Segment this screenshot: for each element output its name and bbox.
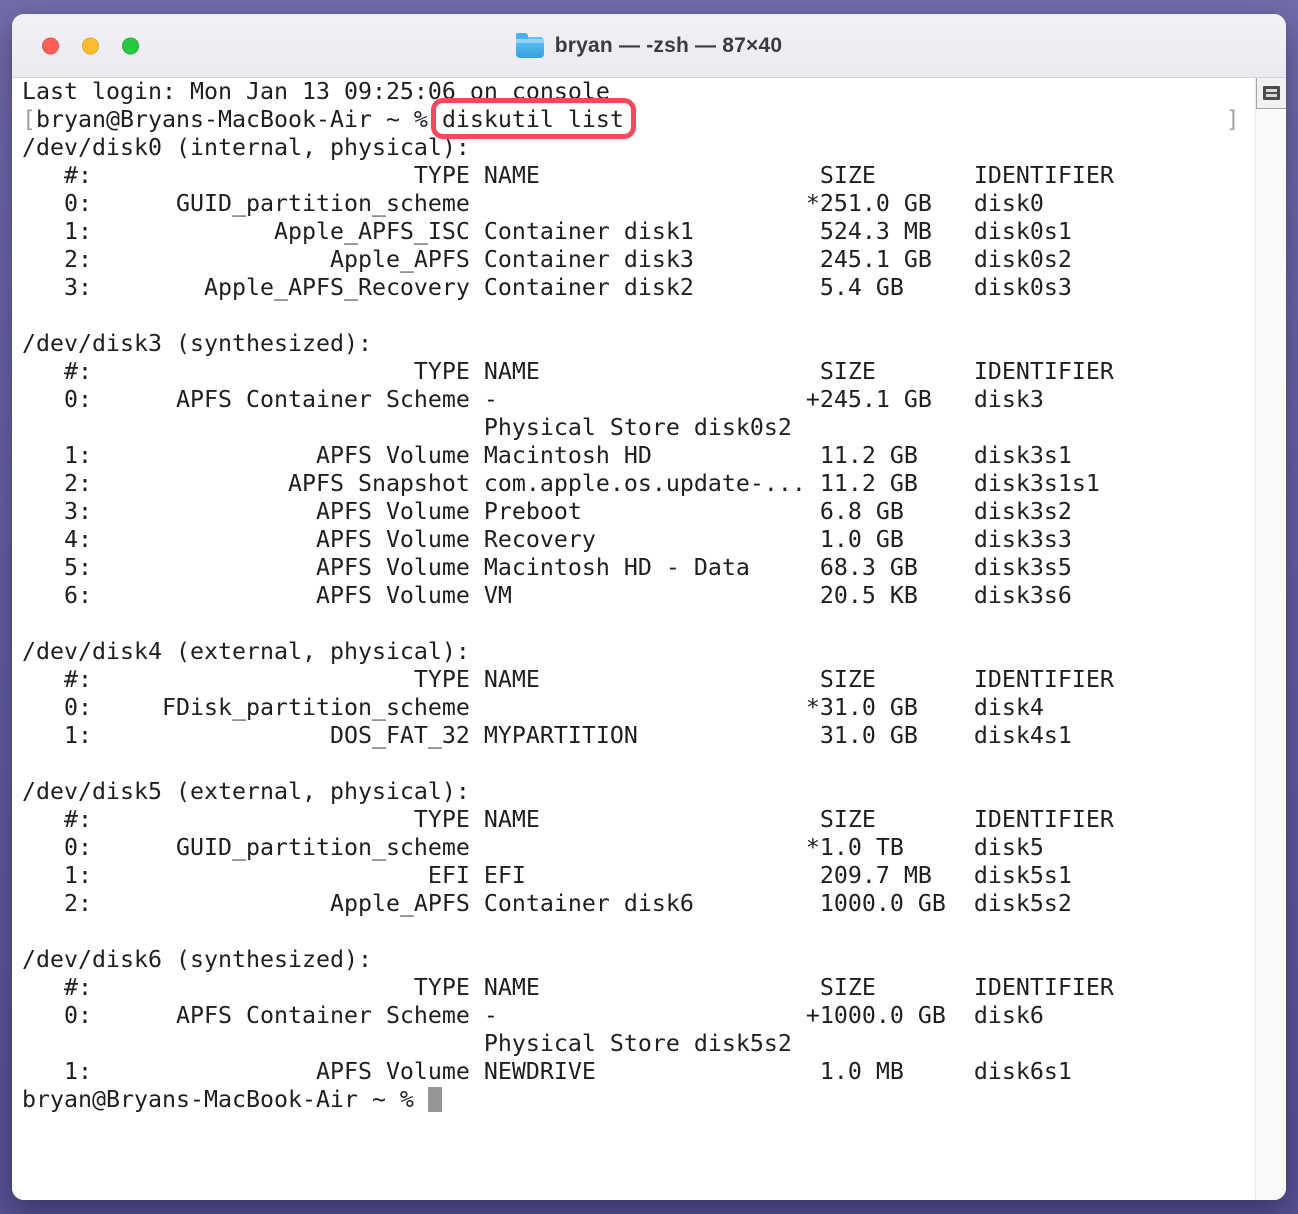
command-text: diskutil list [441,106,624,133]
split-pane-button[interactable] [1256,78,1286,109]
diskutil-output: /dev/disk0 (internal, physical): #: TYPE… [22,134,1114,1085]
title-group: bryan — -zsh — 87×40 [515,32,783,58]
terminal-content: Last login: Mon Jan 13 09:25:06 on conso… [12,78,1286,1200]
close-button[interactable] [42,37,59,54]
titlebar[interactable]: bryan — -zsh — 87×40 [12,14,1286,78]
last-login-line: Last login: Mon Jan 13 09:25:06 on conso… [22,78,1255,106]
traffic-lights [42,37,139,54]
last-login-text: Last login: Mon Jan 13 09:25:06 on conso… [22,78,610,105]
split-pane-icon [1263,86,1280,100]
text-cursor [427,1087,442,1112]
highlighted-command: diskutil list [430,98,636,139]
terminal-output[interactable]: Last login: Mon Jan 13 09:25:06 on conso… [12,78,1255,1200]
scrollbar-track[interactable] [1255,78,1286,1200]
minimize-button[interactable] [82,37,99,54]
folder-icon[interactable] [515,32,544,58]
shell-prompt: bryan@Bryans-MacBook-Air ~ % [36,106,442,133]
command-line: [bryan@Bryans-MacBook-Air ~ % diskutil l… [22,98,1255,139]
shell-prompt-final: bryan@Bryans-MacBook-Air ~ % [22,1086,428,1113]
open-bracket-marker: [ [22,106,36,133]
zoom-button[interactable] [122,37,139,54]
terminal-window: bryan — -zsh — 87×40 Last login: Mon Jan… [12,14,1286,1200]
final-prompt-line: bryan@Bryans-MacBook-Air ~ % [22,1086,1255,1114]
window-title: bryan — -zsh — 87×40 [554,33,783,57]
close-bracket-marker: ] [1225,106,1240,133]
